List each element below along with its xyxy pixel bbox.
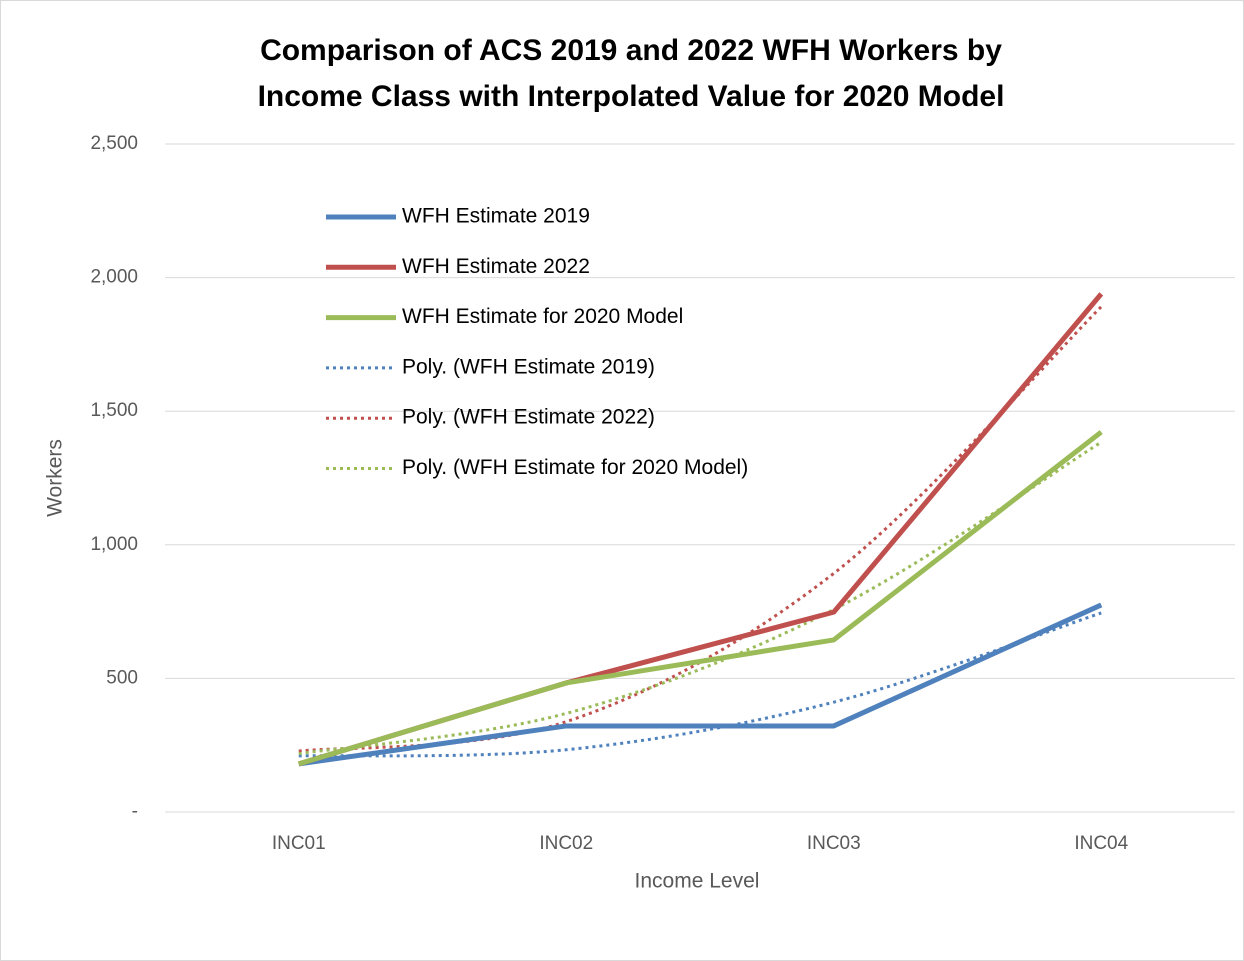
y-tick-label: 500 — [106, 667, 138, 688]
chart-title: Comparison of ACS 2019 and 2022 WFH Work… — [260, 34, 1002, 67]
x-axis-label: Income Level — [635, 870, 760, 893]
y-tick-label: - — [132, 801, 138, 822]
legend-label: WFH Estimate for 2020 Model — [402, 305, 683, 328]
y-axis-label: Workers — [44, 439, 67, 517]
legend-label: WFH Estimate 2022 — [402, 255, 590, 278]
y-tick-label: 1,500 — [90, 400, 138, 421]
y-tick-label: 2,000 — [90, 267, 138, 288]
series-line — [298, 430, 1103, 767]
x-tick-label: INC01 — [272, 833, 326, 854]
x-tick-label: INC02 — [539, 833, 593, 854]
trend-line — [298, 440, 1103, 756]
trend-line — [298, 305, 1103, 753]
legend-label: WFH Estimate 2019 — [402, 205, 590, 228]
legend-label: Poly. (WFH Estimate 2019) — [402, 355, 655, 378]
legend-label: Poly. (WFH Estimate for 2020 Model) — [402, 456, 748, 479]
y-tick-label: 1,000 — [90, 534, 138, 555]
y-tick-label: 2,500 — [90, 133, 138, 154]
legend-label: Poly. (WFH Estimate 2022) — [402, 406, 655, 429]
x-tick-label: INC04 — [1074, 833, 1128, 854]
x-tick-label: INC03 — [807, 833, 861, 854]
chart-title: Income Class with Interpolated Value for… — [258, 80, 1005, 113]
series-line — [298, 602, 1103, 767]
